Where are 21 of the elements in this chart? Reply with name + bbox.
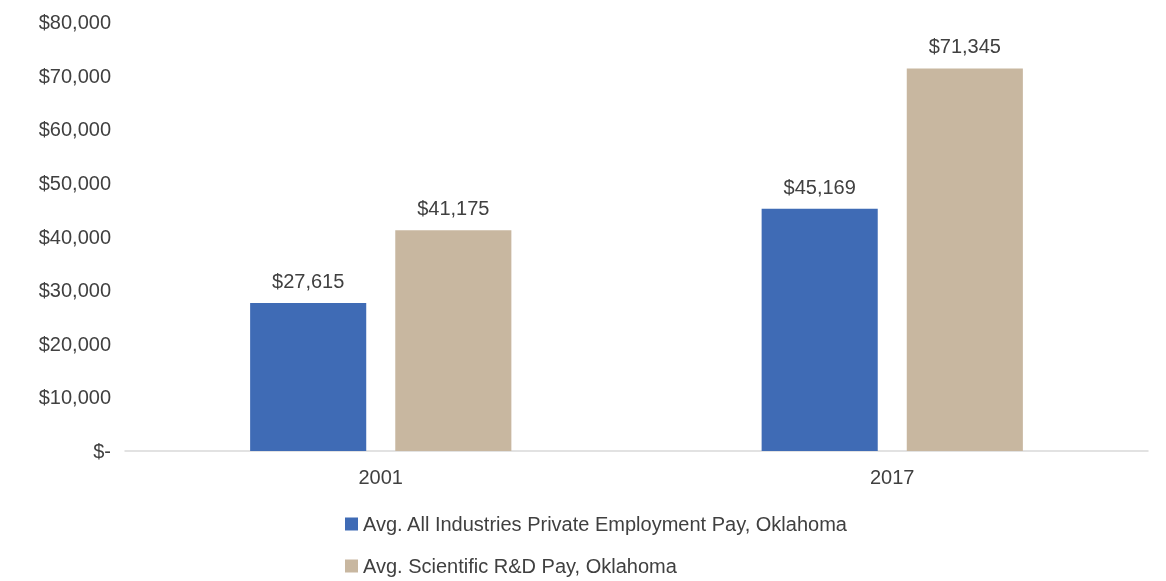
y-tick-label: $80,000 <box>38 11 111 33</box>
data-label: $27,615 <box>272 269 345 292</box>
bar <box>395 230 512 451</box>
data-label: $41,175 <box>417 197 490 220</box>
legend-label: Avg. All Industries Private Employment Pay, Oklahoma <box>363 513 848 535</box>
y-tick-label: $- <box>93 440 111 462</box>
y-tick-label: $30,000 <box>38 279 111 302</box>
y-tick-label: $70,000 <box>38 64 111 87</box>
x-tick-label: 2017 <box>870 466 915 488</box>
bar <box>761 208 878 451</box>
data-label: $71,345 <box>928 35 1001 58</box>
legend-label: Avg. Scientific R&D Pay, Oklahoma <box>363 555 678 577</box>
data-label: $45,169 <box>783 175 856 198</box>
y-tick-label: $50,000 <box>38 171 111 194</box>
y-tick-label: $60,000 <box>38 118 111 141</box>
bar <box>906 68 1023 451</box>
bar <box>250 302 367 451</box>
y-tick-label: $40,000 <box>38 225 111 248</box>
x-tick-label: 2001 <box>358 466 403 488</box>
y-tick-label: $10,000 <box>38 386 111 409</box>
y-tick-label: $20,000 <box>38 332 111 355</box>
